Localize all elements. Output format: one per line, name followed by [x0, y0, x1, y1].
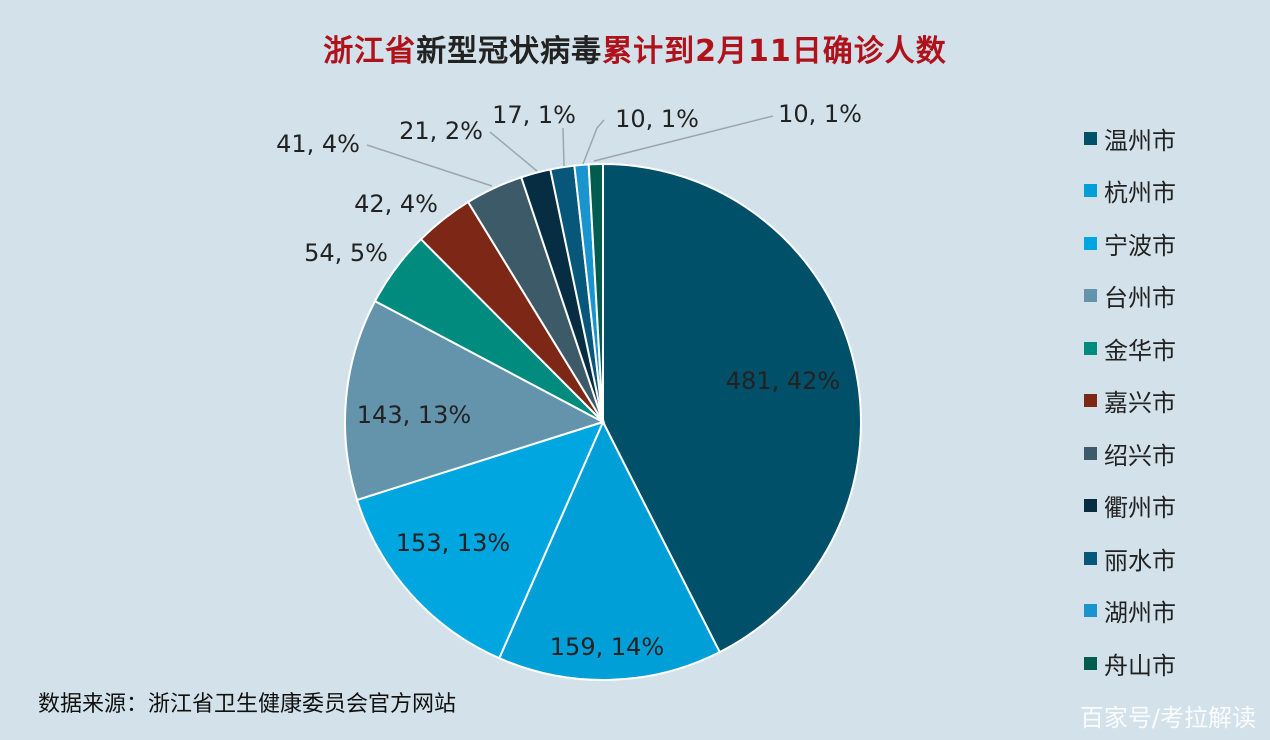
legend-item-8: 衢州市: [1084, 480, 1176, 533]
title-part-date: 累计到2月11日确诊人数: [602, 34, 947, 69]
legend-swatch: [1084, 236, 1097, 250]
legend-label: 绍兴市: [1104, 441, 1176, 470]
data-label-9: 17, 1%: [492, 101, 576, 129]
leader-line-11: [593, 115, 774, 162]
legend-label: 嘉兴市: [1104, 389, 1176, 418]
legend-label: 衢州市: [1104, 494, 1176, 523]
data-label-10: 10, 1%: [615, 105, 699, 133]
legend-item-11: 舟山市: [1084, 637, 1176, 690]
legend-swatch: [1084, 289, 1097, 303]
legend-swatch: [1084, 341, 1097, 355]
data-label-2: 159, 14%: [550, 633, 664, 661]
data-label-11: 10, 1%: [778, 100, 862, 128]
legend-label: 台州市: [1104, 284, 1176, 313]
data-label-8: 21, 2%: [399, 117, 483, 145]
watermark: 百家号/考拉解读: [1079, 704, 1256, 732]
data-label-4: 143, 13%: [357, 401, 471, 429]
legend-label: 温州市: [1104, 126, 1176, 155]
legend-label: 舟山市: [1104, 651, 1176, 680]
legend-item-2: 杭州市: [1084, 165, 1176, 218]
legend-swatch: [1084, 394, 1097, 408]
title-part-virus: 新型冠状病毒: [416, 34, 603, 69]
legend-item-3: 宁波市: [1084, 217, 1176, 270]
data-label-5: 54, 5%: [304, 239, 388, 267]
legend: 温州市杭州市宁波市台州市金华市嘉兴市绍兴市衢州市丽水市湖州市舟山市: [1084, 112, 1176, 690]
title-part-province: 浙江省: [323, 34, 417, 69]
pie-slices: [344, 162, 862, 681]
data-labels: 481, 42% 159, 14% 153, 13% 143, 13% 54, 5% 42…: [276, 100, 862, 661]
chart-title: 浙江省新型冠状病毒累计到2月11日确诊人数: [0, 26, 1270, 70]
legend-label: 宁波市: [1104, 231, 1176, 260]
legend-item-9: 丽水市: [1084, 532, 1176, 585]
legend-item-5: 金华市: [1084, 322, 1176, 375]
legend-swatch: [1084, 446, 1097, 460]
leader-line-9: [562, 127, 565, 167]
leader-line-8: [489, 131, 538, 172]
legend-item-6: 嘉兴市: [1084, 375, 1176, 428]
pie-slice-1: [602, 162, 862, 654]
pie-slice-4: [344, 299, 606, 502]
legend-swatch: [1084, 656, 1097, 670]
data-label-3: 153, 13%: [396, 529, 510, 557]
legend-label: 丽水市: [1104, 546, 1176, 575]
leader-lines: [366, 115, 774, 187]
legend-label: 杭州市: [1104, 179, 1176, 208]
leader-line-10: [582, 119, 605, 165]
data-label-7: 41, 4%: [276, 130, 360, 158]
legend-swatch: [1084, 604, 1097, 618]
data-label-6: 42, 4%: [354, 190, 438, 218]
pie-slice-2: [497, 419, 722, 681]
legend-item-4: 台州市: [1084, 270, 1176, 323]
data-label-1: 481, 42%: [726, 367, 840, 395]
legend-swatch: [1084, 131, 1097, 145]
legend-swatch: [1084, 184, 1097, 198]
legend-swatch: [1084, 499, 1097, 513]
leader-line-7: [366, 144, 493, 187]
legend-item-1: 温州市: [1084, 112, 1176, 165]
legend-label: 湖州市: [1104, 599, 1176, 628]
legend-item-7: 绍兴市: [1084, 427, 1176, 480]
legend-swatch: [1084, 551, 1097, 565]
source-note: 数据来源：浙江省卫生健康委员会官方网站: [38, 692, 457, 717]
pie-slice-11: [587, 162, 604, 423]
legend-item-10: 湖州市: [1084, 585, 1176, 638]
legend-label: 金华市: [1104, 336, 1176, 365]
